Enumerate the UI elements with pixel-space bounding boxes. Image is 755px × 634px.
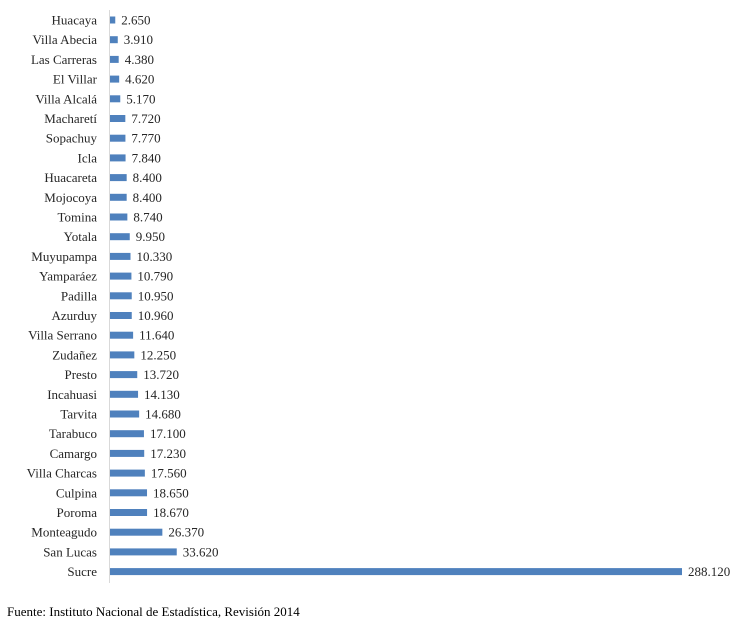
category-label: Macharetí [44, 111, 97, 126]
bar [110, 331, 134, 339]
value-label: 288.120 [688, 564, 730, 579]
category-label: Tarvita [60, 407, 97, 422]
bar [110, 272, 132, 280]
bar [110, 95, 121, 103]
bar [110, 213, 128, 221]
bar [110, 312, 132, 319]
value-label: 18.670 [153, 505, 189, 520]
category-label: Yamparáez [39, 269, 97, 284]
value-label: 17.560 [151, 466, 187, 481]
bar [110, 193, 127, 201]
bar [110, 528, 163, 536]
source-note: Fuente: Instituto Nacional de Estadístic… [7, 604, 300, 619]
category-label: Tomina [57, 210, 97, 225]
value-label: 4.380 [125, 52, 154, 67]
bar [110, 548, 177, 556]
category-label: Huacareta [44, 170, 97, 185]
value-label: 13.720 [143, 367, 179, 382]
category-label: Poroma [57, 505, 98, 520]
bar [110, 154, 126, 162]
category-label: Monteagudo [31, 525, 97, 540]
bar [110, 449, 145, 457]
value-label: 8.740 [133, 210, 162, 225]
bar [110, 489, 148, 497]
category-label: Presto [65, 367, 98, 382]
category-label: Las Carreras [31, 52, 97, 67]
bar [110, 36, 118, 44]
bar [110, 16, 116, 24]
bar [110, 75, 120, 83]
category-label: Muyupampa [31, 249, 97, 264]
bar-chart: Huacaya 2.650 Villa Abecia 3.910 Las Carrera… [27, 10, 730, 583]
value-label: 17.100 [150, 426, 186, 441]
category-label: Azurduy [52, 308, 98, 323]
value-label: 3.910 [124, 32, 153, 47]
category-label: Yotala [64, 229, 98, 244]
category-label: Sopachuy [46, 131, 98, 146]
value-label: 17.230 [150, 446, 186, 461]
bar [110, 233, 130, 241]
category-label: Sucre [67, 564, 97, 579]
value-label: 7.770 [131, 131, 160, 146]
bar [110, 252, 131, 260]
value-label: 10.330 [137, 249, 173, 264]
bar [110, 430, 144, 438]
value-label: 10.790 [137, 269, 173, 284]
value-label: 14.680 [145, 407, 181, 422]
value-label: 7.720 [131, 111, 160, 126]
bar [110, 469, 145, 477]
category-label: Villa Charcas [27, 466, 97, 481]
bar [110, 390, 139, 398]
value-label: 10.950 [138, 288, 174, 303]
category-label: Villa Serrano [28, 328, 97, 343]
bar [110, 292, 132, 300]
value-label: 8.400 [133, 190, 162, 205]
value-label: 7.840 [132, 150, 161, 165]
value-label: 11.640 [139, 328, 174, 343]
category-label: Villa Abecia [32, 32, 97, 47]
value-label: 10.960 [138, 308, 174, 323]
value-label: 5.170 [126, 91, 155, 106]
bar [110, 410, 140, 418]
value-label: 33.620 [183, 544, 219, 559]
category-label: Culpina [56, 485, 97, 500]
bar [110, 174, 127, 182]
category-label: Camargo [50, 446, 97, 461]
bar [110, 55, 119, 63]
bar [110, 371, 138, 379]
bar [110, 134, 126, 142]
category-label: Incahuasi [47, 387, 97, 402]
bar [110, 509, 148, 516]
value-label: 8.400 [133, 170, 162, 185]
category-label: Huacaya [52, 13, 98, 28]
value-label: 26.370 [168, 525, 204, 540]
value-label: 9.950 [136, 229, 165, 244]
category-label: Mojocoya [44, 190, 97, 205]
category-label: Tarabuco [49, 426, 97, 441]
bar [110, 115, 126, 122]
category-label: El Villar [53, 72, 98, 87]
value-label: 12.250 [140, 347, 176, 362]
value-label: 18.650 [153, 485, 189, 500]
category-label: Icla [78, 150, 98, 165]
category-label: Villa Alcalá [35, 91, 97, 106]
category-label: Padilla [61, 288, 97, 303]
bar [110, 351, 135, 359]
value-label: 2.650 [121, 13, 150, 28]
category-label: San Lucas [43, 544, 97, 559]
bar [110, 568, 682, 576]
category-label: Zudañez [52, 347, 97, 362]
value-label: 4.620 [125, 72, 154, 87]
value-label: 14.130 [144, 387, 180, 402]
